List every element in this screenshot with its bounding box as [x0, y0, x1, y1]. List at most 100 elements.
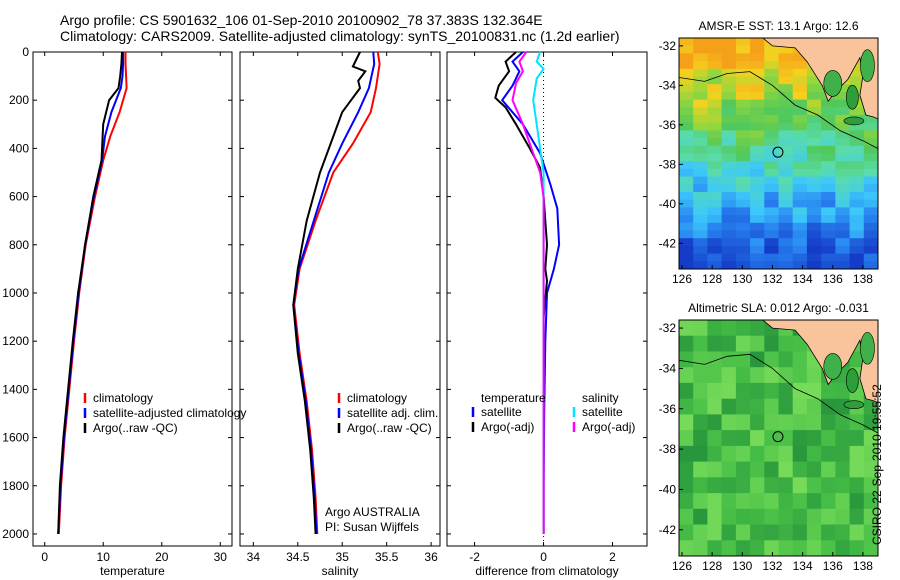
map-cell: [728, 138, 737, 147]
map-cell: [806, 548, 815, 556]
map-cell: [821, 107, 829, 116]
map-cell: [828, 453, 836, 463]
map-cell: [735, 445, 744, 455]
map-cell: [735, 500, 744, 510]
map-cell: [693, 199, 701, 208]
map-cell: [743, 516, 751, 526]
map-cell: [764, 382, 772, 392]
map-cell: [785, 524, 794, 533]
map-cell: [735, 508, 744, 518]
map-cell: [842, 508, 851, 518]
map-cell: [863, 508, 872, 518]
map-cell: [686, 422, 694, 431]
map-cell: [863, 199, 872, 208]
map-cell: [806, 161, 815, 170]
map-cell: [686, 84, 694, 93]
map-cell: [814, 532, 822, 541]
map-cell: [814, 138, 822, 147]
map-cell: [764, 524, 772, 533]
map-cell: [714, 320, 723, 329]
map-cell: [686, 508, 694, 518]
map-cell: [799, 532, 808, 541]
map-cell: [771, 382, 780, 392]
map-cell: [806, 199, 815, 208]
map-cell: [735, 548, 744, 556]
map-cell: [728, 540, 737, 549]
map-cell: [728, 38, 737, 47]
map-cell: [757, 493, 765, 502]
map-cell: [806, 438, 815, 447]
map-cell: [686, 540, 694, 549]
map-cell: [792, 335, 801, 345]
map-cell: [693, 327, 701, 337]
map-cell: [835, 461, 844, 471]
map-cell: [778, 335, 787, 345]
x-tick-label: 134: [793, 559, 813, 573]
map-cell: [778, 91, 787, 101]
legend-label: satellite-adjusted climatology: [93, 406, 246, 420]
map-cell: [735, 68, 744, 78]
map-cell: [686, 61, 694, 70]
map-cell: [721, 367, 730, 376]
map-cell: [814, 524, 822, 533]
map-cell: [821, 153, 829, 162]
x-tick-label: 34: [247, 550, 261, 564]
map-cell: [757, 477, 765, 486]
map-cell: [806, 115, 815, 124]
map-cell: [849, 238, 858, 247]
map-cell: [714, 215, 723, 224]
map-cell: [863, 500, 872, 510]
map-cell: [849, 422, 858, 431]
legend-title: salinity: [582, 391, 619, 405]
map-cell: [842, 238, 851, 247]
map-cell: [842, 422, 851, 431]
map-cell: [828, 414, 836, 423]
map-cell: [714, 122, 723, 131]
x-tick-label: 35: [336, 550, 350, 564]
map-cell: [828, 516, 836, 526]
map-cell: [764, 445, 772, 455]
map-cell: [778, 261, 787, 269]
map-cell: [771, 245, 780, 255]
map-cell: [707, 445, 716, 455]
map-cell: [679, 222, 687, 232]
map-cell: [870, 222, 878, 232]
map-cell: [842, 382, 851, 392]
map-cell: [792, 367, 801, 376]
map-cell: [814, 176, 822, 185]
map-cell: [757, 38, 765, 47]
map-cell: [835, 508, 844, 518]
map-cell: [707, 485, 716, 494]
map-cell: [735, 375, 744, 384]
map-cell: [743, 508, 751, 518]
map-cell: [679, 343, 687, 353]
map-cell: [778, 540, 787, 549]
map-cell: [764, 153, 772, 162]
map-cell: [778, 53, 787, 62]
map-cell: [835, 199, 844, 208]
map-cell: [764, 161, 772, 170]
map-cell: [764, 414, 772, 423]
map-cell: [735, 107, 744, 116]
map-cell: [863, 422, 872, 431]
map-cell: [814, 245, 822, 255]
map-cell: [771, 53, 780, 62]
map-cell: [835, 261, 844, 269]
map-cell: [686, 245, 694, 255]
map-cell: [757, 91, 765, 101]
x-tick-label: 36: [424, 550, 438, 564]
map-cell: [806, 524, 815, 533]
map-cell: [821, 493, 829, 502]
map-cell: [764, 68, 772, 78]
map-cell: [764, 500, 772, 510]
map-cell: [743, 222, 751, 232]
map-cell: [792, 438, 801, 447]
map-cell: [750, 184, 758, 193]
map-cell: [750, 516, 758, 526]
map-cell: [750, 153, 758, 162]
map-cell: [707, 469, 716, 478]
map-cell: [679, 367, 687, 376]
map-cell: [693, 343, 701, 353]
map-cell: [849, 138, 858, 147]
map-cell: [828, 215, 836, 224]
